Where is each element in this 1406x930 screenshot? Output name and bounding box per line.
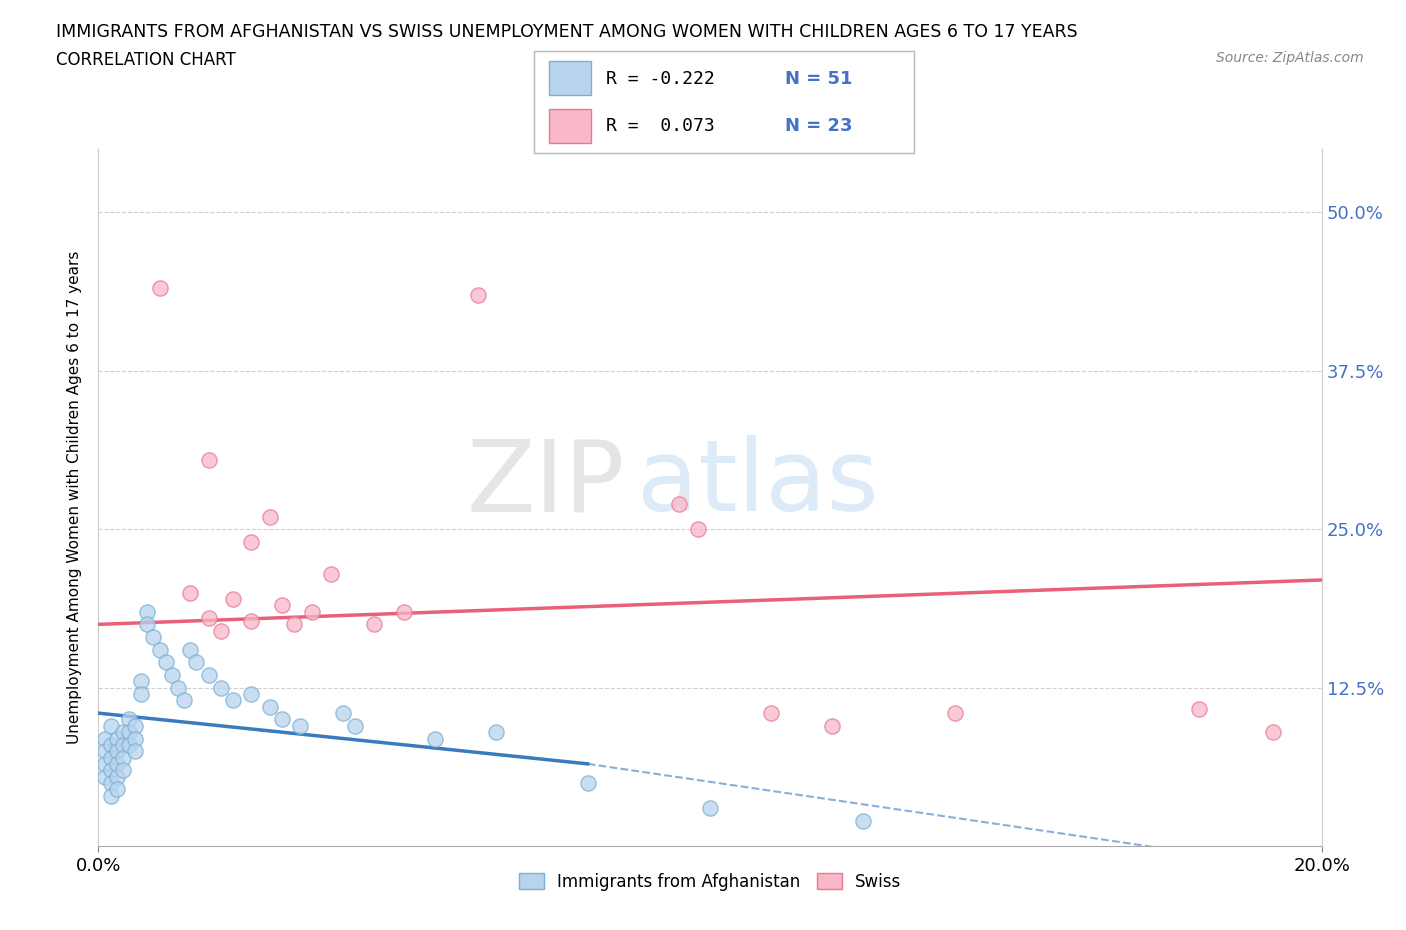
- Legend: Immigrants from Afghanistan, Swiss: Immigrants from Afghanistan, Swiss: [512, 866, 908, 897]
- Point: [344, 718, 367, 733]
- Point: [209, 623, 232, 638]
- Point: [118, 712, 141, 727]
- Point: [186, 655, 208, 670]
- Point: [111, 763, 134, 777]
- Point: [240, 613, 263, 628]
- Point: [259, 699, 281, 714]
- Text: N = 51: N = 51: [785, 70, 852, 87]
- Point: [270, 712, 292, 727]
- Point: [111, 751, 134, 765]
- Point: [270, 598, 292, 613]
- Point: [100, 737, 122, 752]
- Point: [1261, 724, 1284, 739]
- Point: [142, 630, 165, 644]
- Point: [222, 693, 245, 708]
- Point: [686, 522, 709, 537]
- Point: [699, 801, 721, 816]
- Point: [124, 718, 146, 733]
- Point: [467, 287, 489, 302]
- Point: [332, 706, 354, 721]
- Point: [155, 655, 177, 670]
- Point: [392, 604, 416, 619]
- Text: N = 23: N = 23: [785, 117, 852, 135]
- Point: [124, 731, 146, 746]
- Text: ZIP: ZIP: [465, 435, 624, 532]
- Point: [852, 814, 875, 829]
- Point: [129, 674, 152, 689]
- Point: [93, 731, 115, 746]
- Point: [105, 744, 128, 759]
- Point: [363, 617, 385, 631]
- Point: [93, 744, 115, 759]
- Point: [179, 643, 201, 658]
- Point: [93, 769, 115, 784]
- Point: [167, 681, 190, 696]
- Point: [160, 668, 183, 683]
- Point: [111, 724, 134, 739]
- Point: [100, 776, 122, 790]
- Text: R =  0.073: R = 0.073: [606, 117, 716, 135]
- Point: [240, 686, 263, 701]
- Point: [290, 718, 312, 733]
- Point: [100, 751, 122, 765]
- Point: [100, 718, 122, 733]
- Point: [668, 497, 690, 512]
- Y-axis label: Unemployment Among Women with Children Ages 6 to 17 years: Unemployment Among Women with Children A…: [67, 251, 83, 744]
- Point: [149, 643, 172, 658]
- Point: [423, 731, 446, 746]
- Point: [197, 611, 219, 626]
- Point: [100, 763, 122, 777]
- Point: [301, 604, 323, 619]
- Point: [1188, 702, 1211, 717]
- Point: [118, 724, 141, 739]
- Text: CORRELATION CHART: CORRELATION CHART: [56, 51, 236, 69]
- Point: [759, 706, 782, 721]
- Point: [197, 452, 219, 467]
- Point: [118, 737, 141, 752]
- Point: [485, 724, 508, 739]
- Point: [129, 686, 152, 701]
- Point: [105, 756, 128, 771]
- FancyBboxPatch shape: [550, 110, 591, 143]
- Point: [319, 566, 342, 581]
- Point: [173, 693, 195, 708]
- Point: [111, 737, 134, 752]
- Point: [105, 782, 128, 797]
- Text: IMMIGRANTS FROM AFGHANISTAN VS SWISS UNEMPLOYMENT AMONG WOMEN WITH CHILDREN AGES: IMMIGRANTS FROM AFGHANISTAN VS SWISS UNE…: [56, 23, 1078, 41]
- Point: [240, 535, 263, 550]
- Point: [283, 617, 305, 631]
- Text: R = -0.222: R = -0.222: [606, 70, 716, 87]
- Point: [93, 756, 115, 771]
- Point: [136, 617, 159, 631]
- Point: [576, 776, 599, 790]
- Point: [943, 706, 966, 721]
- Point: [136, 604, 159, 619]
- Point: [197, 668, 219, 683]
- Point: [821, 718, 844, 733]
- Point: [100, 788, 122, 803]
- Point: [105, 731, 128, 746]
- Point: [124, 744, 146, 759]
- Point: [105, 769, 128, 784]
- Point: [209, 681, 232, 696]
- Point: [149, 281, 172, 296]
- FancyBboxPatch shape: [550, 61, 591, 95]
- Text: Source: ZipAtlas.com: Source: ZipAtlas.com: [1216, 51, 1364, 65]
- Point: [222, 591, 245, 606]
- Point: [179, 585, 201, 600]
- Point: [259, 509, 281, 524]
- Text: atlas: atlas: [637, 435, 879, 532]
